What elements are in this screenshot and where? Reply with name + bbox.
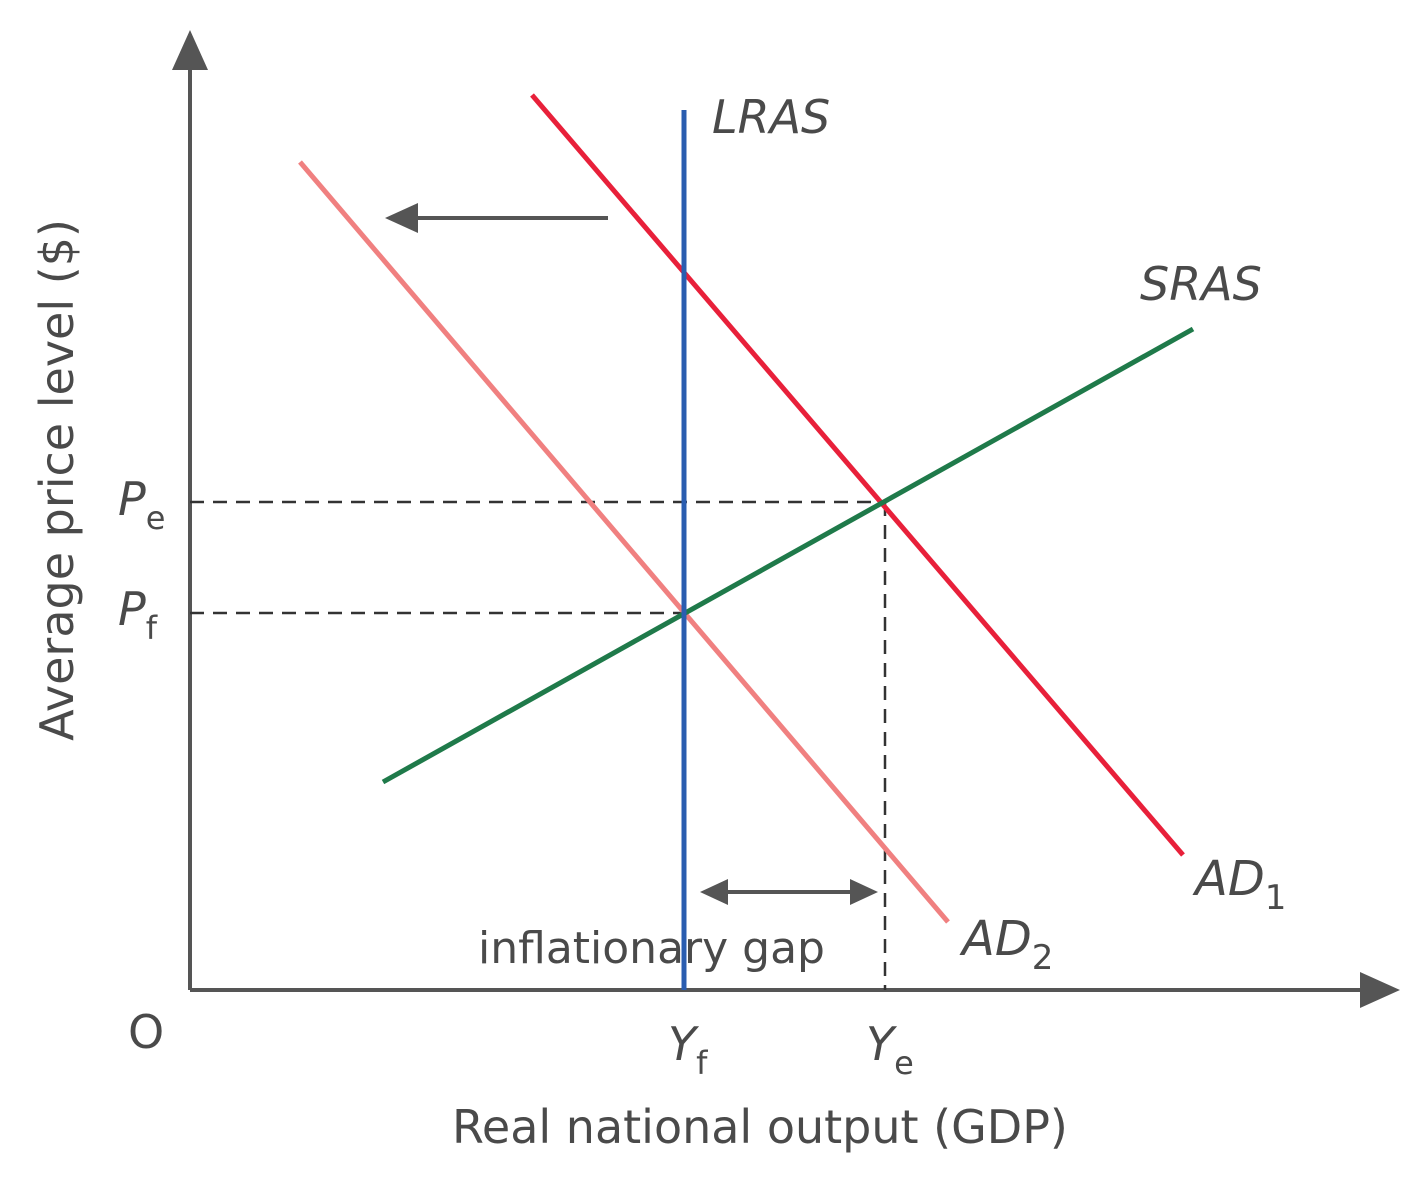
sras-curve <box>381 326 1195 785</box>
lras-label: LRAS <box>712 90 830 144</box>
ad1-label: AD1 <box>1192 851 1286 918</box>
ad2-label: AD2 <box>959 911 1053 978</box>
gap-arrow-right-head <box>850 879 878 905</box>
pf-label: Pf <box>118 582 158 647</box>
y-axis-arrowhead <box>172 30 208 70</box>
pe-label: Pe <box>118 472 165 537</box>
ad2-curve <box>298 160 950 924</box>
origin-label: O <box>128 1005 164 1059</box>
ye-label: Ye <box>866 1017 914 1082</box>
gap-label: inflationary gap <box>478 923 825 974</box>
sras-label: SRAS <box>1140 257 1262 311</box>
yf-label: Yf <box>668 1017 708 1082</box>
x-axis-title: Real national output (GDP) <box>452 1100 1068 1154</box>
gap-arrow-left-head <box>700 879 728 905</box>
y-axis-title: Average price level ($) <box>30 219 84 741</box>
shift-arrow-head <box>385 203 418 233</box>
ad1-curve <box>530 93 1185 857</box>
x-axis-arrowhead <box>1360 972 1400 1008</box>
